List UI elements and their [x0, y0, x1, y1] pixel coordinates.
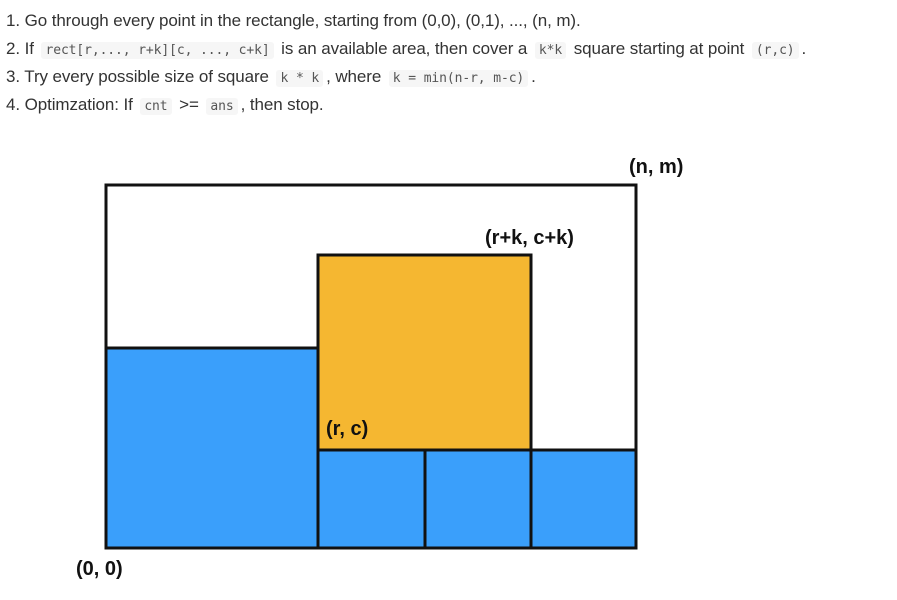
step-text: . — [531, 67, 536, 86]
step-text: 3. Try every possible size of square — [6, 67, 274, 86]
step-text: is an available area, then cover a — [276, 39, 532, 58]
step-1: 1. Go through every point in the rectang… — [6, 8, 886, 36]
label-r-c: (r, c) — [326, 418, 369, 440]
step-text: , then stop. — [240, 95, 324, 114]
blue-square-2 — [423, 448, 533, 550]
step-text: 2. If — [6, 39, 39, 58]
instructions-list: 1. Go through every point in the rectang… — [6, 8, 886, 120]
step-text: . — [801, 39, 807, 58]
label-n-m: (n, m) — [629, 156, 684, 178]
step-text: 1. Go through every point in the rectang… — [6, 11, 581, 30]
inline-code: k = min(n-r, m-c) — [388, 70, 529, 87]
rectangle-diagram: (n, m) (r+k, c+k) (r, c) (0, 0) — [0, 140, 897, 600]
inline-code: ans — [206, 98, 238, 115]
step-2: 2. If rect[r,..., r+k][c, ..., c+k] is a… — [6, 36, 886, 64]
blue-filled-region — [104, 346, 320, 550]
inline-code: k * k — [276, 70, 324, 87]
blue-square-3 — [529, 448, 638, 550]
label-rk-ck: (r+k, c+k) — [485, 227, 574, 249]
inline-code: cnt — [140, 98, 172, 115]
step-4: 4. Optimzation: If cnt >= ans, then stop… — [6, 92, 886, 120]
inline-code: (r,c) — [751, 42, 799, 59]
step-text: >= — [174, 95, 204, 114]
diagram-canvas — [104, 183, 638, 550]
step-3: 3. Try every possible size of square k *… — [6, 64, 886, 92]
blue-square-1 — [316, 448, 427, 550]
label-origin: (0, 0) — [76, 558, 123, 580]
step-text: 4. Optimzation: If — [6, 95, 138, 114]
step-text: square starting at point — [569, 39, 749, 58]
inline-code: rect[r,..., r+k][c, ..., c+k] — [41, 42, 274, 59]
step-text: , where — [326, 67, 386, 86]
inline-code: k*k — [534, 42, 567, 59]
orange-square — [316, 253, 533, 452]
